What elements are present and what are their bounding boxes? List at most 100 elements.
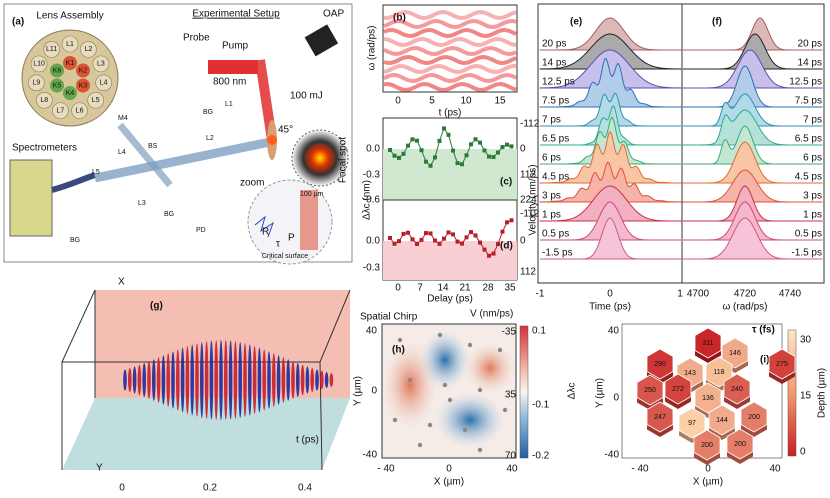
ribbon xyxy=(147,361,151,399)
cell-label: 275 xyxy=(776,361,788,368)
ribbon xyxy=(224,340,228,420)
point xyxy=(392,241,397,246)
cell-label: 200 xyxy=(734,441,746,448)
spectrum xyxy=(683,201,823,241)
point xyxy=(424,159,428,164)
label: 100 mJ xyxy=(290,91,323,102)
point xyxy=(491,155,496,160)
x-tick-label: 0 xyxy=(607,289,613,300)
point xyxy=(388,236,392,240)
cbar-tick-label: 15 xyxy=(800,391,812,402)
x-tick-label: 5 xyxy=(429,96,435,107)
row-label: 6.5 ps xyxy=(542,134,569,145)
lens xyxy=(36,91,53,109)
lens xyxy=(75,63,90,78)
y-tick-label: -40 xyxy=(363,450,378,461)
ribbon xyxy=(142,362,146,398)
spectrum xyxy=(683,49,823,89)
point xyxy=(415,241,419,246)
point xyxy=(442,236,446,241)
axis-label: Δλc xyxy=(567,383,578,400)
panel-label: (g) xyxy=(150,301,163,312)
y2-tick-label: 224 xyxy=(520,195,537,206)
panel-label: (i) xyxy=(760,355,769,366)
row-label: 12.5 ps xyxy=(789,77,822,88)
hex xyxy=(726,428,754,460)
spectrometer xyxy=(9,159,53,237)
title: Spatial Chirp xyxy=(360,312,418,323)
cbar-tick-label: 30 xyxy=(800,335,812,346)
sample-dot xyxy=(417,442,423,448)
point xyxy=(410,137,415,142)
axis-label: Time (ps) xyxy=(589,302,631,313)
point xyxy=(478,240,482,245)
y2-tick-label: -112 xyxy=(520,119,540,130)
point xyxy=(487,253,491,258)
label: OAP xyxy=(323,9,344,20)
row-label: -1.5 ps xyxy=(542,248,573,259)
point xyxy=(500,145,505,150)
axis-label: X (µm) xyxy=(693,477,723,488)
ribbon xyxy=(272,353,276,407)
point xyxy=(397,155,401,160)
row-label: 7.5 ps xyxy=(795,96,822,107)
point xyxy=(469,230,473,235)
lens xyxy=(30,55,48,73)
label: Critical surface xyxy=(262,253,308,260)
x-tick-label: -1 xyxy=(536,289,545,300)
ribbon xyxy=(132,366,137,394)
hex xyxy=(705,356,733,388)
label: BG xyxy=(70,237,80,244)
row-label: 20 ps xyxy=(542,39,566,50)
label: PD xyxy=(196,227,206,234)
sample-dot xyxy=(442,382,448,388)
hex xyxy=(664,373,692,405)
ribbon xyxy=(128,367,132,393)
sample-dot xyxy=(477,447,483,453)
row-label: 3 ps xyxy=(803,191,822,202)
label: L9 xyxy=(32,80,40,87)
label: L5 xyxy=(92,97,100,104)
point xyxy=(433,238,437,243)
y2-tick-label: 112 xyxy=(520,267,536,278)
ribbon xyxy=(190,344,194,416)
point xyxy=(487,154,491,159)
label: L7 xyxy=(57,107,65,114)
cell-label: 290 xyxy=(654,361,666,368)
ribbon xyxy=(276,355,281,405)
y-tick-label: -40 xyxy=(605,450,620,461)
cell-label: 136 xyxy=(702,395,714,402)
lens xyxy=(43,41,60,58)
ribbon xyxy=(267,351,271,409)
label: τ xyxy=(276,239,280,250)
ribbon xyxy=(171,351,175,409)
lens xyxy=(75,78,90,93)
row-label: 7 ps xyxy=(542,115,561,126)
x-tick-label: 15 xyxy=(494,96,506,107)
axis-label: ω (rad/ps) xyxy=(367,25,378,70)
x-tick-label: - 40 xyxy=(377,464,395,475)
colorbar xyxy=(519,325,529,459)
shade xyxy=(383,149,517,200)
plasma xyxy=(267,135,277,145)
ribbon xyxy=(243,343,247,417)
ribbon xyxy=(180,347,185,413)
ribbon xyxy=(137,364,142,396)
lens xyxy=(63,56,77,70)
label: R xyxy=(262,227,269,238)
spectrum xyxy=(683,185,823,222)
label: M4 xyxy=(118,115,128,122)
ribbon xyxy=(324,372,329,388)
y-tick-label: 0 xyxy=(371,386,377,397)
yt-plane xyxy=(62,398,350,470)
point xyxy=(392,153,397,158)
cell-label: 240 xyxy=(731,386,743,393)
cell-label: 250 xyxy=(644,387,656,394)
x-tick-label: 40 xyxy=(769,464,781,475)
cbar-tick-label: 35 xyxy=(505,390,517,401)
spectrum xyxy=(683,217,823,260)
sample-dot xyxy=(477,387,483,393)
point xyxy=(451,148,455,153)
cell-label: 144 xyxy=(716,417,728,424)
probe-beam xyxy=(94,137,271,183)
